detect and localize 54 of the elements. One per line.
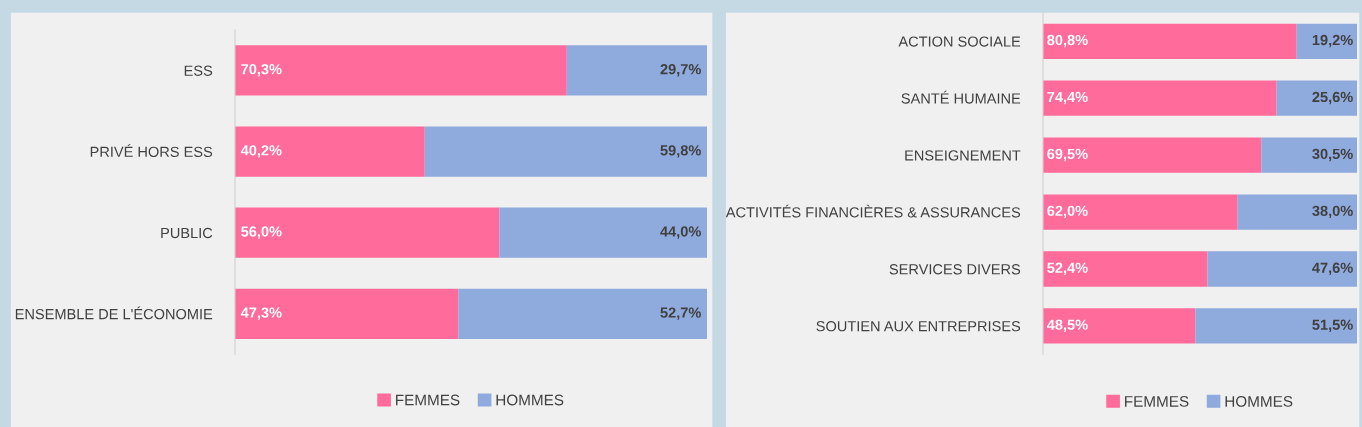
- bar: [1043, 194, 1238, 230]
- data-label: 30,5%: [1312, 148, 1353, 162]
- y-tick-label: ESS: [184, 65, 213, 76]
- bar: [235, 126, 425, 177]
- y-tick-label: ACTION SOCIALE: [898, 36, 1021, 47]
- legend-label: FEMMES: [396, 394, 460, 406]
- data-label: 80,8%: [1047, 34, 1088, 48]
- data-label: 56,0%: [241, 226, 282, 239]
- data-label: 38,0%: [1312, 205, 1353, 219]
- data-label: 29,7%: [660, 64, 701, 77]
- bar: [1043, 23, 1297, 59]
- data-label: 19,2%: [1312, 34, 1353, 48]
- data-label: 74,4%: [1047, 91, 1088, 105]
- y-tick-label: ENSEIGNEMENT: [905, 150, 1021, 161]
- y-tick-label: SERVICES DIVERS: [889, 264, 1021, 275]
- bar: [1276, 80, 1357, 116]
- data-label: 70,3%: [241, 64, 282, 77]
- bar: [235, 45, 567, 96]
- y-tick-label: SOUTIEN AUX ENTREPRISES: [816, 321, 1021, 332]
- bar: [458, 288, 707, 339]
- y-tick-label: PRIVÉ HORS ESS: [90, 144, 213, 158]
- data-label: 47,6%: [1312, 262, 1353, 276]
- data-label: 69,5%: [1047, 148, 1088, 162]
- bar: [1195, 308, 1357, 344]
- bar: [1043, 251, 1208, 287]
- y-tick-label: PUBLIC: [161, 227, 213, 239]
- data-label: 44,0%: [660, 226, 701, 239]
- bar: [499, 207, 707, 258]
- bar: [1207, 251, 1357, 287]
- y-tick-label: ACTIVITÉS FINANCIÈRES & ASSURANCES: [725, 204, 1021, 218]
- data-label: 25,6%: [1312, 91, 1353, 105]
- data-label: 48,5%: [1046, 319, 1088, 332]
- data-label: 47,3%: [240, 307, 282, 320]
- bar: [1261, 137, 1357, 173]
- data-label: 51,5%: [1312, 319, 1353, 332]
- bar: [1043, 137, 1262, 173]
- bar: [1043, 308, 1196, 344]
- legend-label: HOMMES: [1225, 395, 1293, 407]
- bar: [1296, 23, 1357, 59]
- legend-label: FEMMES: [1125, 395, 1189, 407]
- data-label: 40,2%: [240, 145, 282, 158]
- data-label: 52,4%: [1047, 262, 1088, 276]
- bar: [566, 45, 707, 96]
- bar: [235, 207, 500, 258]
- data-label: 52,7%: [660, 307, 701, 320]
- bar: [1237, 194, 1357, 230]
- data-label: 62,0%: [1047, 205, 1088, 219]
- bar: [424, 126, 707, 177]
- bar: [1043, 80, 1277, 116]
- legend-label: HOMMES: [496, 394, 564, 406]
- y-tick-label: SANTÉ HUMAINE: [901, 90, 1021, 104]
- y-tick-label: ENSEMBLE DE L'ÉCONOMIE: [15, 306, 213, 320]
- bar: [235, 288, 459, 339]
- data-label: 59,8%: [660, 145, 701, 158]
